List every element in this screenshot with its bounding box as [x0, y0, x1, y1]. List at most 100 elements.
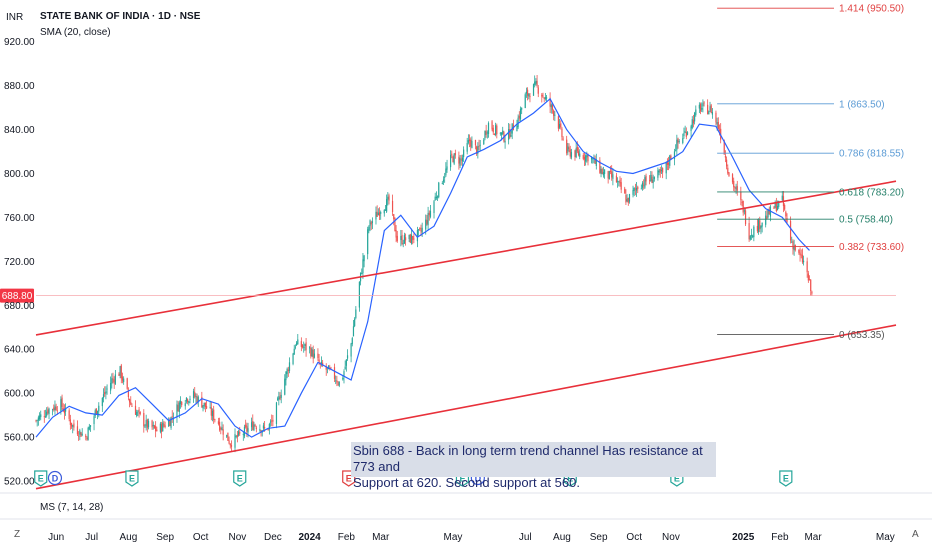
- candle-body: [767, 209, 769, 218]
- candle-body: [210, 407, 212, 416]
- candle-body: [380, 212, 382, 214]
- candle-body: [418, 229, 420, 231]
- candle-body: [242, 434, 244, 435]
- candle-body: [101, 397, 103, 407]
- earnings-badge: [34, 470, 48, 487]
- candle-body: [68, 410, 70, 419]
- candle-body: [586, 155, 588, 158]
- candle-body: [202, 405, 204, 409]
- candle-body: [611, 171, 613, 178]
- candle-body: [626, 199, 628, 202]
- candle-body: [346, 355, 349, 359]
- candle-body: [188, 401, 190, 403]
- candle-body: [601, 169, 603, 175]
- candle-body: [185, 397, 188, 402]
- candle-body: [695, 109, 697, 115]
- candle-body: [510, 135, 512, 137]
- timezone-corner-button[interactable]: Z: [14, 529, 21, 540]
- candle-body: [400, 236, 402, 241]
- candle-body: [756, 225, 759, 232]
- candle-body: [649, 180, 651, 182]
- candle-body: [576, 147, 578, 152]
- candle-body: [287, 369, 289, 371]
- candle-body: [544, 97, 546, 100]
- candle-body: [444, 176, 446, 178]
- candle-body: [492, 127, 494, 133]
- candle-body: [194, 392, 196, 397]
- fib-level-label: 0.786 (818.55): [839, 149, 904, 160]
- x-tick-label: Sep: [590, 532, 608, 543]
- candle-body: [650, 174, 652, 182]
- y-tick-label: 920.00: [4, 37, 35, 48]
- candle-body: [123, 378, 125, 383]
- candle-body: [73, 423, 75, 428]
- candle-body: [355, 309, 357, 319]
- candle-body: [391, 200, 394, 213]
- candle-body: [320, 361, 323, 364]
- candle-body: [618, 181, 620, 183]
- x-tick-label: Mar: [372, 532, 390, 543]
- fib-level-label: 0 (653.35): [839, 330, 885, 341]
- candle-body: [459, 158, 461, 166]
- candle-body: [808, 279, 811, 281]
- candle-body: [748, 223, 750, 240]
- candle-body: [625, 195, 627, 203]
- candle-body: [361, 273, 363, 274]
- candle-body: [710, 105, 712, 114]
- candle-body: [310, 347, 312, 357]
- candle-body: [612, 174, 614, 179]
- candle-body: [458, 156, 460, 164]
- candle-body: [461, 157, 464, 162]
- candle-body: [139, 411, 141, 414]
- auto-scale-button[interactable]: A: [912, 529, 919, 540]
- candle-body: [113, 379, 115, 383]
- candle-body: [36, 420, 38, 421]
- candle-body: [594, 158, 596, 164]
- candle-body: [436, 196, 439, 198]
- candle-body: [144, 426, 146, 428]
- candle-body: [677, 138, 679, 143]
- candle-body: [377, 212, 379, 216]
- candle-body: [69, 419, 71, 425]
- candle-body: [774, 202, 776, 208]
- candle-body: [554, 114, 556, 116]
- candle-body: [742, 200, 744, 213]
- candle-body: [152, 424, 154, 427]
- earnings-badge-letter: E: [129, 474, 135, 484]
- candle-body: [495, 125, 497, 135]
- candle-body: [781, 195, 783, 200]
- candle-body: [342, 377, 344, 380]
- candle-body: [250, 422, 253, 428]
- candle-body: [551, 104, 554, 110]
- candle-body: [528, 93, 530, 97]
- candle-body: [535, 80, 537, 84]
- candle-body: [529, 95, 531, 98]
- candle-body: [634, 188, 636, 190]
- candle-body: [493, 133, 496, 136]
- chart-title: STATE BANK OF INDIA · 1D · NSE: [40, 11, 201, 22]
- candle-body: [55, 406, 57, 411]
- candle-body: [676, 139, 678, 150]
- candle-body: [106, 388, 108, 390]
- candle-body: [163, 424, 165, 426]
- candle-body: [450, 154, 452, 168]
- candle-body: [247, 428, 249, 433]
- candle-body: [568, 147, 570, 150]
- candle-body: [617, 181, 619, 183]
- candle-body: [792, 241, 794, 249]
- candle-body: [300, 341, 302, 347]
- candle-body: [524, 94, 526, 109]
- candle-body: [728, 172, 730, 177]
- candle-body: [583, 156, 586, 160]
- x-tick-label: Nov: [228, 532, 246, 543]
- candle-body: [127, 389, 129, 397]
- candle-body: [485, 130, 487, 135]
- candle-body: [640, 188, 642, 190]
- candle-body: [659, 168, 661, 173]
- sma-legend[interactable]: SMA (20, close): [40, 27, 111, 38]
- ms-indicator-legend[interactable]: MS (7, 14, 28): [40, 502, 104, 513]
- candle-body: [408, 234, 410, 239]
- x-tick-label: Jul: [519, 532, 532, 543]
- candle-body: [54, 405, 56, 411]
- y-tick-label: 840.00: [4, 125, 35, 136]
